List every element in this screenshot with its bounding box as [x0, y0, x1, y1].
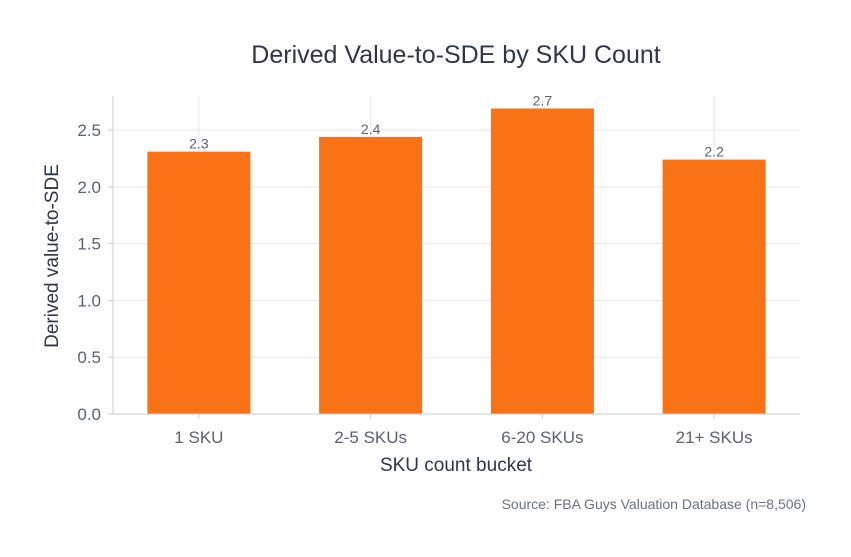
bar-value-label: 2.4	[361, 121, 381, 137]
y-tick-label: 0.0	[77, 405, 101, 424]
bar	[490, 108, 594, 414]
y-tick-label: 2.5	[77, 121, 101, 140]
bar	[319, 136, 423, 414]
y-axis-label: Derived value-to-SDE	[42, 164, 63, 348]
x-tick-label: 2-5 SKUs	[334, 428, 407, 447]
bar	[147, 151, 251, 414]
bar	[662, 159, 766, 414]
bar-value-label: 2.3	[189, 136, 209, 152]
chart-title: Derived Value-to-SDE by SKU Count	[251, 41, 660, 69]
x-tick-label: 21+ SKUs	[676, 428, 753, 447]
data-labels: 2.3 2.4 2.7 2.2	[189, 92, 724, 159]
axes: 0.0 0.5 1.0 1.5 2.0 2.5 1 SKU 2-5 SKUs 6-20 SKUs…	[77, 96, 800, 447]
y-tick-label: 2.0	[77, 178, 101, 197]
bars	[147, 108, 766, 414]
y-tick-label: 1.5	[77, 235, 101, 254]
x-tick-label: 6-20 SKUs	[501, 428, 583, 447]
y-tick-label: 0.5	[77, 348, 101, 367]
source-note: Source: FBA Guys Valuation Database (n=8…	[502, 496, 806, 512]
bar-value-label: 2.7	[533, 92, 553, 108]
x-tick-label: 1 SKU	[174, 428, 223, 447]
y-tick-label: 1.0	[77, 291, 101, 310]
bar-value-label: 2.2	[704, 144, 724, 160]
x-axis-label: SKU count bucket	[380, 455, 533, 476]
